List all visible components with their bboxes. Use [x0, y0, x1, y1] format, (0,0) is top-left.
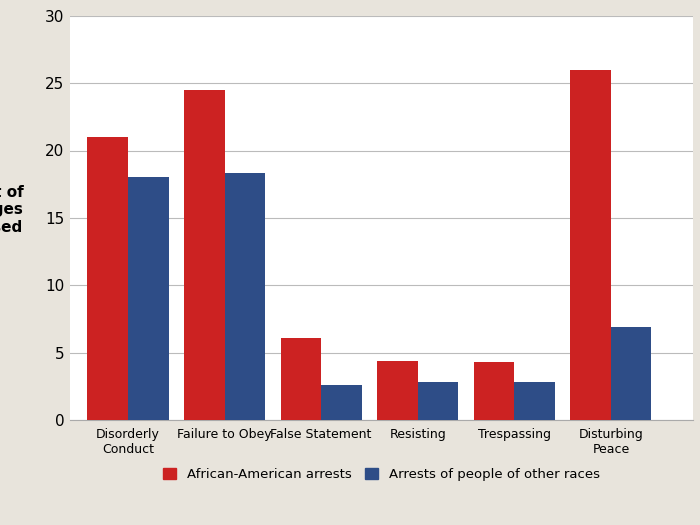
- Bar: [225, 173, 265, 420]
- Bar: [570, 70, 611, 420]
- Bar: [321, 385, 362, 420]
- Y-axis label: ercent of
harges
ismissed: ercent of harges ismissed: [0, 185, 23, 235]
- Bar: [184, 90, 225, 420]
- Bar: [377, 361, 418, 420]
- Legend: African-American arrests, Arrests of people of other races: African-American arrests, Arrests of peo…: [158, 463, 605, 486]
- Bar: [474, 362, 514, 420]
- Bar: [514, 382, 555, 420]
- Bar: [88, 137, 128, 420]
- Bar: [418, 382, 458, 420]
- Bar: [281, 338, 321, 420]
- Bar: [611, 327, 652, 420]
- Bar: [128, 177, 169, 420]
